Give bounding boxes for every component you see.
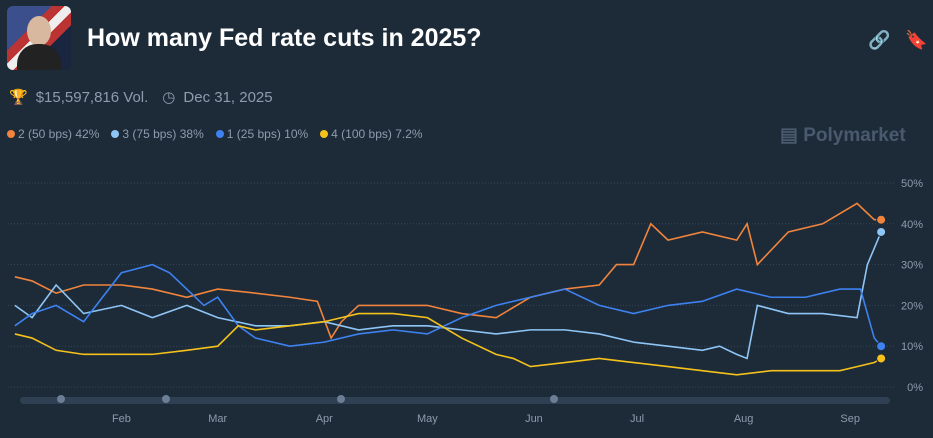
y-tick-label: 10%	[901, 341, 923, 353]
x-tick-label: Jul	[630, 413, 644, 425]
range-slider-handle[interactable]	[57, 395, 65, 403]
range-slider-handle[interactable]	[337, 395, 345, 403]
volume: $15,597,816 Vol.	[35, 88, 149, 106]
y-tick-label: 30%	[901, 260, 923, 272]
legend-item: 4 (100 bps) 7.2%	[320, 127, 423, 141]
legend: 2 (50 bps) 42% 3 (75 bps) 38% 1 (25 bps)…	[7, 127, 423, 141]
x-tick-label: Apr	[316, 413, 333, 425]
range-slider-handle[interactable]	[162, 395, 170, 403]
y-tick-label: 40%	[901, 219, 923, 231]
bookmark-icon[interactable]: 🔖	[905, 30, 928, 50]
x-tick-label: Sep	[840, 413, 860, 425]
series-line	[14, 312, 882, 376]
y-tick-label: 50%	[901, 178, 923, 190]
polymarket-logo: ▤ Polymarket	[780, 125, 906, 146]
series-end-point	[876, 226, 887, 237]
legend-item: 3 (75 bps) 38%	[111, 127, 204, 141]
trophy-icon: 🏆	[9, 89, 28, 106]
legend-item: 2 (50 bps) 42%	[7, 127, 99, 141]
y-tick-label: 20%	[901, 300, 923, 312]
y-tick-label: 0%	[907, 382, 923, 394]
link-icon[interactable]: 🔗	[868, 30, 891, 50]
series-end-point	[876, 353, 887, 364]
x-tick-label: Feb	[112, 413, 131, 425]
x-tick-label: Aug	[734, 413, 754, 425]
series-end-point	[876, 341, 887, 352]
x-tick-label: Mar	[208, 413, 227, 425]
series-line	[14, 202, 882, 340]
end-date: Dec 31, 2025	[183, 88, 273, 106]
x-tick-label: Jun	[525, 413, 543, 425]
range-slider-handle[interactable]	[550, 395, 558, 403]
clock-icon: ◷	[162, 89, 176, 106]
series-line	[14, 263, 882, 348]
legend-item: 1 (25 bps) 10%	[215, 127, 308, 141]
range-slider-track	[20, 397, 890, 404]
series-end-point	[876, 214, 887, 225]
series-line	[14, 231, 882, 360]
avatar	[7, 6, 71, 70]
x-tick-label: May	[417, 413, 438, 425]
page-title: How many Fed rate cuts in 2025?	[87, 24, 482, 52]
